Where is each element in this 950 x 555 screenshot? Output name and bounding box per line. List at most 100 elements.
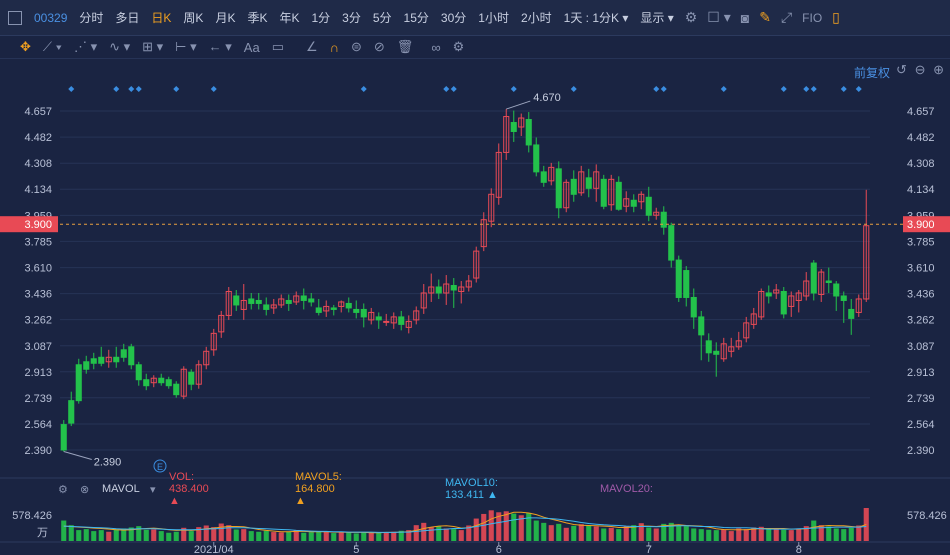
- volume-bar-down: [601, 528, 607, 541]
- tab-多日[interactable]: 多日: [115, 11, 140, 25]
- camera-icon[interactable]: ◙: [740, 9, 750, 26]
- draw-settings-icon[interactable]: ⚙: [452, 39, 465, 54]
- checkbox-icon[interactable]: ☐ ▾: [707, 9, 731, 25]
- tab-月K[interactable]: 月K: [215, 11, 236, 25]
- candle-down: [645, 196, 652, 216]
- settings-icon[interactable]: ⚙: [684, 9, 698, 25]
- tab-1分[interactable]: 1分: [311, 11, 331, 25]
- wave-tool-icon[interactable]: ∿ ▾: [109, 39, 131, 54]
- tab-1小时[interactable]: 1小时: [478, 11, 509, 25]
- candle-down: [615, 181, 622, 210]
- volume-bar-up: [323, 531, 329, 541]
- volume-bar-up: [278, 532, 284, 541]
- y-tick-label-right: 2.564: [907, 419, 935, 431]
- measure-tool-icon[interactable]: ⊢ ▾: [175, 39, 197, 54]
- candle-down: [248, 298, 255, 304]
- candle-up: [240, 299, 247, 310]
- candle-up: [420, 292, 427, 309]
- y-tick-label: 2.913: [24, 367, 52, 379]
- event-marker-icon: [113, 86, 120, 92]
- fib-tool-icon[interactable]: ⊞ ▾: [142, 39, 164, 54]
- pencil-icon[interactable]: ✎: [759, 9, 771, 25]
- tab-季K[interactable]: 季K: [247, 11, 268, 25]
- volume-bar-up: [796, 528, 802, 541]
- candle-up: [458, 286, 465, 292]
- period-dropdown[interactable]: 1天 : 1分K ▾: [563, 11, 629, 25]
- candle-up: [818, 271, 825, 295]
- zoom-in-icon[interactable]: ⊕: [933, 62, 944, 77]
- candle-up: [720, 343, 727, 360]
- volume-bar-up: [218, 523, 224, 541]
- vol-settings-icon[interactable]: ⚙: [58, 483, 68, 496]
- tab-30分[interactable]: 30分: [440, 11, 467, 25]
- tab-年K[interactable]: 年K: [279, 11, 300, 25]
- display-dropdown[interactable]: 显示 ▾: [640, 11, 674, 25]
- lock-icon[interactable]: ⊜: [350, 39, 362, 54]
- volume-bar-up: [473, 518, 479, 541]
- volume-bar-down: [556, 523, 562, 541]
- candle-up: [195, 364, 202, 385]
- vol-close-icon[interactable]: ⊗: [80, 483, 90, 496]
- candle-up: [293, 295, 300, 303]
- high-price-label: 4.670: [533, 92, 561, 104]
- hide-icon[interactable]: ⊘: [373, 39, 385, 54]
- candle-down: [825, 280, 832, 284]
- candle-down: [255, 299, 262, 304]
- candle-up: [758, 290, 765, 318]
- y-tick-label: 3.262: [24, 315, 52, 327]
- candle-up: [428, 286, 435, 294]
- y-tick-label: 2.564: [24, 419, 52, 431]
- channel-tool-icon[interactable]: ⋰ ▾: [73, 39, 98, 54]
- zoom-out-icon[interactable]: ⊖: [914, 62, 926, 77]
- candle-up: [653, 211, 660, 216]
- candle-down: [158, 377, 165, 384]
- sidebar-toggle-icon[interactable]: [8, 10, 22, 25]
- fio-icon[interactable]: FIO: [802, 10, 823, 25]
- fullscreen-icon[interactable]: ⤢: [780, 9, 793, 25]
- stock-code[interactable]: 00329: [34, 10, 68, 25]
- text-tool-icon[interactable]: Aa: [243, 39, 260, 55]
- crosshair-icon[interactable]: ✥: [20, 39, 31, 54]
- candle-up: [788, 295, 795, 307]
- candle-up: [608, 178, 615, 206]
- line-tool-icon[interactable]: ⟋ ▾: [42, 39, 62, 54]
- y-tick-label-right: 3.610: [907, 263, 935, 275]
- adjust-mode[interactable]: 前复权: [853, 66, 890, 80]
- link-icon[interactable]: ∞: [431, 39, 441, 55]
- candle-up: [743, 322, 750, 339]
- y-tick-label-right: 3.087: [907, 341, 935, 353]
- arrow-tool-icon[interactable]: ← ▾: [208, 39, 232, 54]
- volume-bar-up: [466, 525, 472, 541]
- y-tick-label-right: 3.262: [907, 315, 935, 327]
- vol-value: VOL: 438.400 ▲: [169, 471, 209, 507]
- angle-tool-icon[interactable]: ∠: [305, 39, 318, 54]
- vol-dropdown-icon[interactable]: ▾: [150, 483, 156, 496]
- candle-down: [68, 400, 75, 424]
- candle-up: [270, 304, 277, 309]
- tab-日K[interactable]: 日K: [151, 11, 172, 25]
- comment-icon[interactable]: ▭: [271, 39, 284, 54]
- panel-icon[interactable]: ▯: [832, 9, 840, 25]
- x-axis: 2021/04 5 6 7 8: [0, 541, 950, 555]
- magnet-icon[interactable]: ∩: [329, 39, 339, 55]
- volume-bar-up: [338, 532, 344, 541]
- candle-down: [713, 350, 720, 355]
- tab-3分[interactable]: 3分: [342, 11, 361, 25]
- tab-周K[interactable]: 周K: [183, 11, 204, 25]
- candle-up: [480, 219, 487, 248]
- undo-icon[interactable]: ↺: [896, 62, 907, 77]
- tab-5分[interactable]: 5分: [372, 11, 392, 25]
- y-tick-label: 3.785: [24, 236, 52, 248]
- grid: [60, 110, 870, 451]
- trash-icon[interactable]: 🗑: [396, 39, 414, 54]
- volume-bar-up: [593, 526, 599, 541]
- volume-bar-up: [211, 527, 217, 541]
- candle-down: [510, 122, 517, 132]
- candle-up: [383, 320, 390, 323]
- tab-15分[interactable]: 15分: [403, 11, 429, 25]
- tab-分时[interactable]: 分时: [79, 11, 104, 25]
- tab-2小时[interactable]: 2小时: [520, 11, 552, 25]
- candle-down: [668, 225, 675, 261]
- vol-indicator-name[interactable]: MAVOL: [102, 483, 140, 495]
